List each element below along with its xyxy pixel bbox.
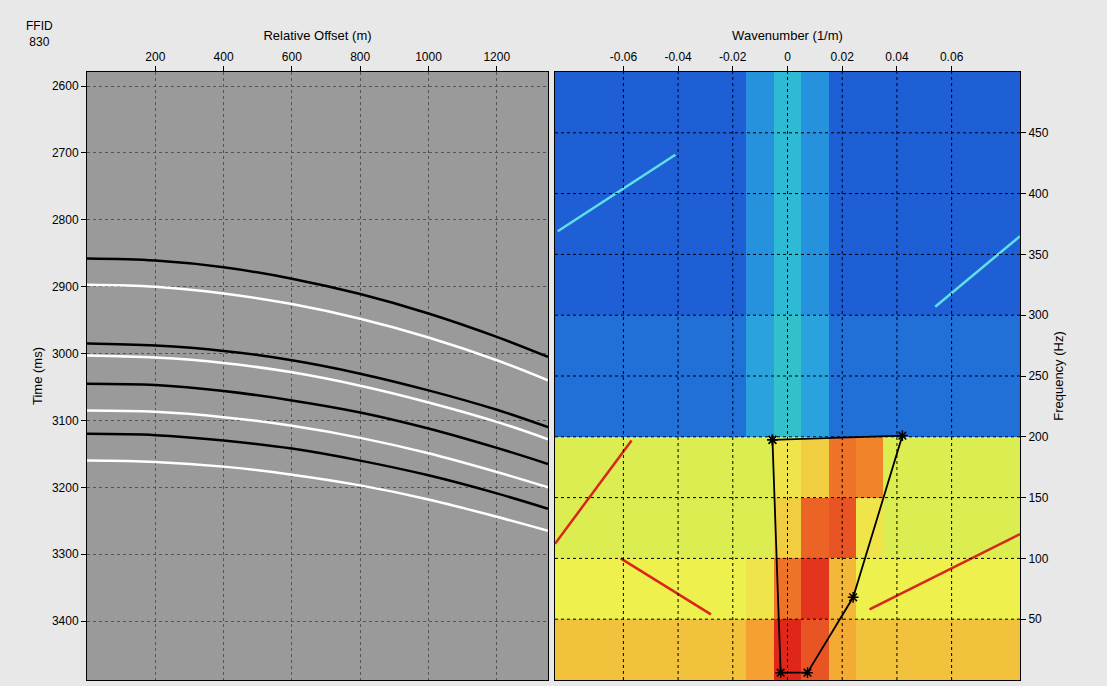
svg-text:2800: 2800 [52, 213, 79, 227]
svg-text:1200: 1200 [483, 50, 510, 64]
svg-text:FFID830: FFID830 [26, 19, 53, 49]
svg-text:-0.02: -0.02 [719, 50, 747, 64]
svg-text:250: 250 [1028, 369, 1048, 383]
svg-text:0.04: 0.04 [885, 50, 909, 64]
svg-text:-0.06: -0.06 [610, 50, 638, 64]
svg-text:400: 400 [1028, 187, 1048, 201]
svg-text:0: 0 [784, 50, 791, 64]
svg-text:Relative Offset (m): Relative Offset (m) [263, 28, 371, 43]
svg-text:3100: 3100 [52, 414, 79, 428]
svg-text:600: 600 [282, 50, 302, 64]
svg-text:3300: 3300 [52, 547, 79, 561]
svg-text:150: 150 [1028, 491, 1048, 505]
svg-text:3400: 3400 [52, 614, 79, 628]
svg-text:100: 100 [1028, 552, 1048, 566]
svg-text:Frequency (Hz): Frequency (Hz) [1051, 331, 1066, 421]
svg-text:0.02: 0.02 [831, 50, 855, 64]
svg-text:Wavenumber (1/m): Wavenumber (1/m) [732, 28, 843, 43]
svg-text:Time (ms): Time (ms) [30, 347, 45, 405]
svg-text:50: 50 [1028, 612, 1042, 626]
svg-text:2700: 2700 [52, 146, 79, 160]
svg-text:0.06: 0.06 [940, 50, 964, 64]
svg-text:400: 400 [214, 50, 234, 64]
svg-text:3000: 3000 [52, 347, 79, 361]
svg-text:450: 450 [1028, 126, 1048, 140]
svg-text:200: 200 [145, 50, 165, 64]
svg-text:1000: 1000 [415, 50, 442, 64]
svg-text:800: 800 [350, 50, 370, 64]
svg-text:2600: 2600 [52, 79, 79, 93]
svg-text:-0.04: -0.04 [664, 50, 692, 64]
svg-text:200: 200 [1028, 430, 1048, 444]
svg-text:350: 350 [1028, 248, 1048, 262]
svg-text:300: 300 [1028, 308, 1048, 322]
svg-text:3200: 3200 [52, 481, 79, 495]
svg-text:2900: 2900 [52, 280, 79, 294]
